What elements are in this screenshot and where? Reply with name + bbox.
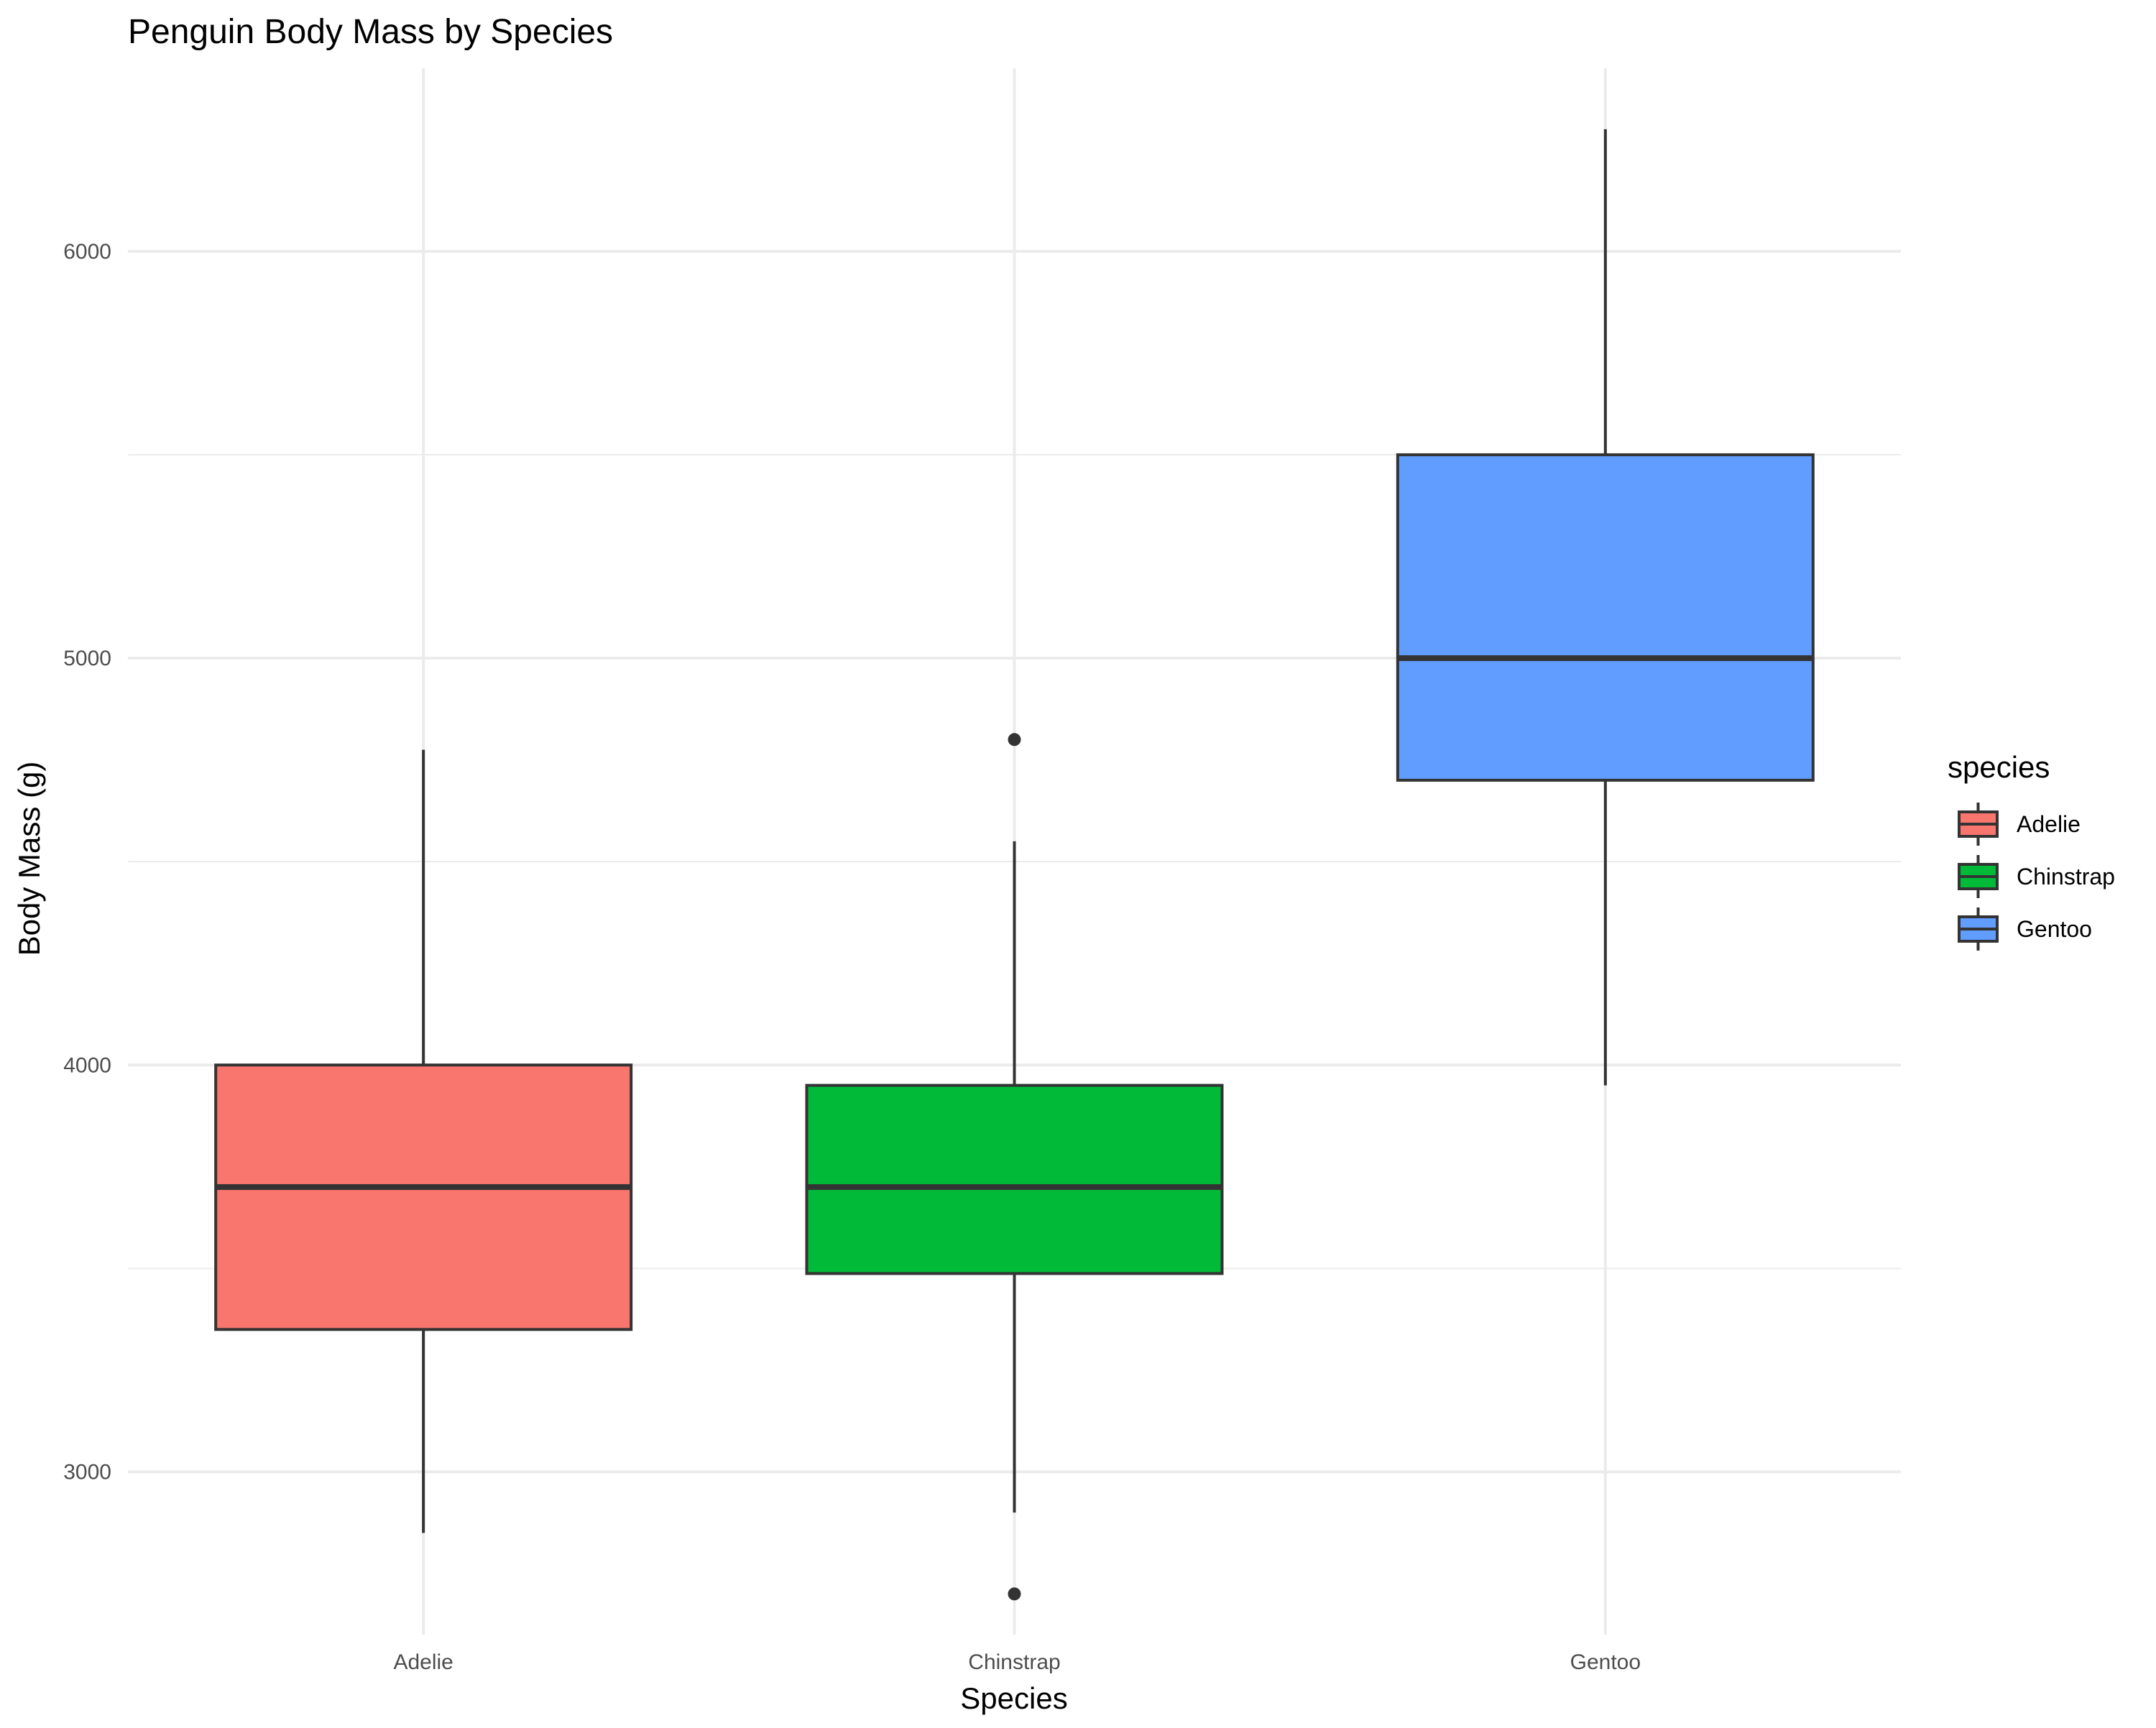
legend-label: Gentoo <box>2017 916 2092 942</box>
iqr-box <box>1396 453 1815 782</box>
x-tick-label: Gentoo <box>1570 1650 1641 1674</box>
x-tick-label: Chinstrap <box>968 1650 1060 1674</box>
chart-title: Penguin Body Mass by Species <box>128 13 613 51</box>
y-tick-label: 6000 <box>63 240 111 264</box>
y-axis-title: Body Mass (g) <box>12 762 46 956</box>
x-tick-label: Adelie <box>393 1650 453 1674</box>
box-chinstrap <box>805 733 1224 1601</box>
outlier-point <box>1008 733 1021 747</box>
outlier-point <box>1008 1587 1021 1601</box>
legend-label: Adelie <box>2017 811 2081 837</box>
iqr-box <box>805 1084 1224 1275</box>
y-tick-label: 5000 <box>63 647 111 670</box>
box-adelie <box>214 749 633 1533</box>
axis-layer: 3000 4000 5000 6000 Adelie Chinstrap Gentoo <box>63 240 1641 1674</box>
box-layer <box>214 129 1815 1601</box>
legend: species Adelie Chinstrap Gentoo <box>1948 750 2115 951</box>
y-tick-label: 4000 <box>63 1053 111 1077</box>
y-tick-label: 3000 <box>63 1461 111 1484</box>
x-axis-title: Species <box>960 1681 1067 1715</box>
legend-item-chinstrap: Chinstrap <box>1958 855 2115 898</box>
box-gentoo <box>1396 129 1815 1086</box>
legend-title: species <box>1948 750 2050 784</box>
iqr-box <box>214 1063 633 1331</box>
legend-item-gentoo: Gentoo <box>1958 907 2092 951</box>
legend-items: Adelie Chinstrap Gentoo <box>1958 803 2115 951</box>
legend-label: Chinstrap <box>2017 864 2115 890</box>
legend-item-adelie: Adelie <box>1958 803 2081 846</box>
